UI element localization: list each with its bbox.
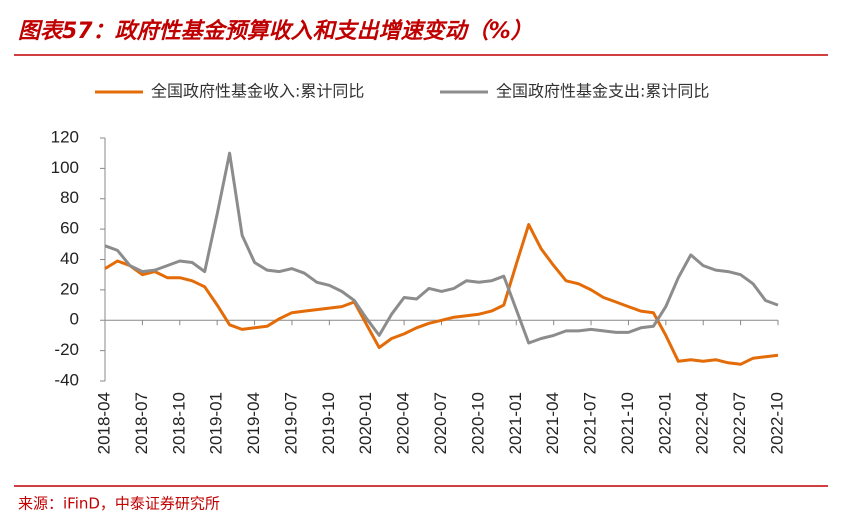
x-tick-label: 2018-07: [132, 392, 151, 454]
y-tick-label: 100: [51, 158, 79, 177]
series-line: [104, 223, 779, 366]
x-tick-label: 2019-04: [244, 392, 263, 454]
x-tick-label: 2021-04: [543, 392, 562, 454]
x-tick-label: 2020-04: [394, 392, 413, 454]
x-tick-label: 2022-01: [655, 392, 674, 454]
legend-label: 全国政府性基金支出:累计同比: [496, 82, 709, 101]
y-tick-label: 20: [60, 279, 79, 298]
x-tick-label: 2019-10: [319, 392, 338, 454]
x-tick-label: 2018-10: [169, 392, 188, 454]
x-tick-label: 2022-07: [730, 392, 749, 454]
x-tick-label: 2021-01: [506, 392, 525, 454]
y-tick-label: 120: [51, 127, 79, 146]
x-tick-label: 2019-07: [281, 392, 300, 454]
y-tick-label: 80: [60, 188, 79, 207]
x-tick-label: 2020-10: [468, 392, 487, 454]
x-tick-label: 2022-04: [693, 392, 712, 454]
x-tick-label: 2021-07: [581, 392, 600, 454]
x-tick-label: 2022-10: [767, 392, 786, 454]
y-tick-label: 60: [60, 219, 79, 238]
y-tick-label: -20: [54, 340, 79, 359]
source: 来源：iFinD，中泰证券研究所: [18, 495, 220, 513]
series-line: [104, 151, 779, 345]
x-tick-label: 2020-01: [356, 392, 375, 454]
y-tick-label: 0: [70, 310, 79, 329]
x-tick-label: 2019-01: [207, 392, 226, 454]
legend-label: 全国政府性基金收入:累计同比: [151, 82, 364, 101]
x-tick-label: 2020-07: [431, 392, 450, 454]
y-tick-label: 40: [60, 249, 79, 268]
chart-title: 图表57：政府性基金预算收入和支出增速变动（%）: [18, 18, 533, 44]
x-tick-label: 2021-10: [618, 392, 637, 454]
y-tick-label: -40: [54, 370, 79, 389]
x-tick-label: 2018-04: [94, 392, 113, 454]
